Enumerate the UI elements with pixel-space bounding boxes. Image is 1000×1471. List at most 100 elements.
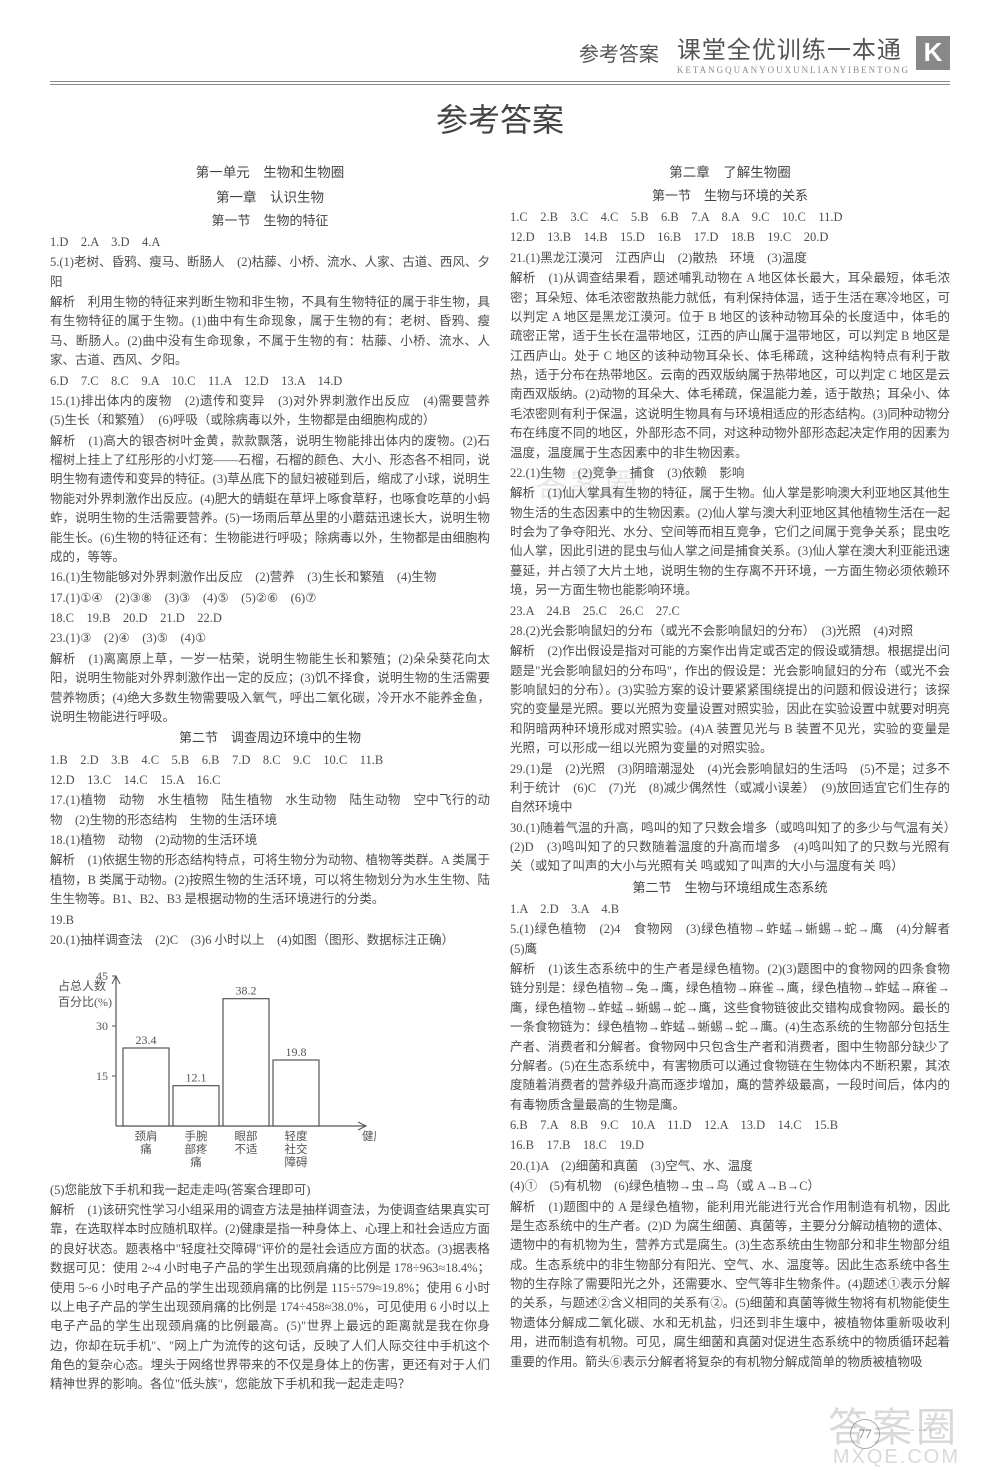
analysis-label: 解析	[510, 486, 535, 500]
svg-text:不适: 不适	[235, 1143, 258, 1156]
analysis-block: 解析 (1)题图中的 A 是绿色植物，能利用光能进行光合作用制造有机物，因此是生…	[510, 1198, 950, 1372]
answer-line: 1.B 2.D 3.B 4.C 5.B 6.B 7.D 8.C 9.C 10.C…	[50, 751, 490, 770]
svg-text:15: 15	[96, 1069, 108, 1083]
answer-line: 12.D 13.C 14.C 15.A 16.C	[50, 771, 490, 790]
svg-text:38.2: 38.2	[236, 984, 257, 998]
analysis-block: 解析 (1)该研究性学习小组采用的调查方法是抽样调查法，为使调查结果真实可靠，在…	[50, 1201, 490, 1395]
answer-line: 20.(1)A (2)细菌和真菌 (3)空气、水、温度	[510, 1157, 950, 1176]
answer-line: 20.(1)抽样调查法 (2)C (3)6 小时以上 (4)如图（图形、数据标注…	[50, 931, 490, 950]
analysis-label: 解析	[510, 962, 536, 976]
analysis-text: (1)仙人掌具有生物的特征，属于生物。仙人掌是影响澳大利亚地区其他生物生活的生态…	[510, 486, 950, 597]
svg-text:19.8: 19.8	[286, 1045, 307, 1059]
analysis-block: 解析 (1)仙人掌具有生物的特征，属于生物。仙人掌是影响澳大利亚地区其他生物生活…	[510, 484, 950, 600]
analysis-block: 解析 (1)离离原上草，一岁一枯荣，说明生物能生长和繁殖；(2)朵朵葵花向太阳，…	[50, 650, 490, 728]
page-number-dots: ┈┈┈	[908, 1424, 940, 1437]
main-title: 参考答案	[50, 95, 950, 141]
analysis-label: 解析	[50, 295, 75, 309]
svg-text:障碍: 障碍	[285, 1155, 308, 1168]
analysis-text: (1)依据生物的形态结构特点，可将生物分为动物、植物等类群。A 类属于植物，B …	[50, 853, 490, 906]
answer-line: 1.D 2.A 3.D 4.A	[50, 233, 490, 252]
analysis-text: (1)从调查结果看，题述哺乳动物在 A 地区体长最大，耳朵最短，体毛浓密；耳朵短…	[510, 271, 950, 459]
analysis-text: (1)题图中的 A 是绿色植物，能利用光能进行光合作用制造有机物，因此是生态系统…	[510, 1200, 950, 1369]
answer-line: 29.(1)是 (2)光照 (3)阴暗潮湿处 (4)光会影响鼠妇的生活吗 (5)…	[510, 760, 950, 818]
svg-text:手腕: 手腕	[185, 1129, 208, 1143]
analysis-block: 解析 利用生物的特征来判断生物和非生物，不具有生物特征的属于非生物，具有生物特征…	[50, 293, 490, 371]
analysis-text: (2)作出假设是指对可能的方案作出肯定或否定的假设或猜想。根据提出问题是"光会影…	[510, 644, 950, 755]
answer-line: (4)① (5)有机物 (6)绿色植物→虫→鸟（或 A→B→C）	[510, 1177, 950, 1196]
svg-text:23.4: 23.4	[136, 1033, 157, 1047]
answer-line: 18.C 19.B 20.D 21.D 22.D	[50, 609, 490, 628]
answer-line: 23.A 24.B 25.C 26.C 27.C	[510, 602, 950, 621]
analysis-text: 利用生物的特征来判断生物和非生物，不具有生物特征的属于非生物，具有生物特征的属于…	[50, 295, 490, 367]
section2-1-title: 第一节 生物与环境的关系	[510, 186, 950, 206]
analysis-label: 解析	[50, 434, 76, 448]
analysis-block: 解析 (1)该生态系统中的生产者是绿色植物。(2)(3)题图中的食物网的四条食物…	[510, 960, 950, 1115]
section2-title: 第二节 调查周边环境中的生物	[50, 728, 490, 748]
answer-line: 6.B 7.A 8.B 9.C 10.A 11.D 12.A 13.D 14.C…	[510, 1116, 950, 1135]
answer-line: 1.C 2.B 3.C 4.C 5.B 6.B 7.A 8.A 9.C 10.C…	[510, 208, 950, 227]
answer-line: 17.(1)植物 动物 水生植物 陆生植物 水生动物 陆生动物 空中飞行的动物 …	[50, 791, 490, 830]
svg-text:颈肩: 颈肩	[135, 1129, 158, 1143]
analysis-label: 解析	[50, 1203, 75, 1217]
bar-chart: 占总人数百分比(%)15304523.4颈肩痛12.1手腕部疼痛38.2眼部不适…	[56, 958, 490, 1174]
analysis-block: 解析 (2)作出假设是指对可能的方案作出肯定或否定的假设或猜想。根据提出问题是"…	[510, 642, 950, 758]
content-columns: 第一单元 生物和生物圈 第一章 认识生物 第一节 生物的特征 1.D 2.A 3…	[50, 159, 950, 1396]
analysis-block: 解析 (1)高大的银杏树叶金黄，款款飘落，说明生物能排出体内的废物。(2)石榴树…	[50, 432, 490, 568]
analysis-text: (1)该生态系统中的生产者是绿色植物。(2)(3)题图中的食物网的四条食物链分别…	[510, 962, 950, 1112]
chapter2-title: 第二章 了解生物圈	[510, 163, 950, 184]
answer-line: (5)您能放下手机和我一起走走吗(答案合理即可)	[50, 1181, 490, 1200]
answer-line: 1.A 2.D 3.A 4.B	[510, 900, 950, 919]
unit1-title: 第一单元 生物和生物圈	[50, 163, 490, 184]
analysis-label: 解析	[50, 652, 76, 666]
analysis-block: 解析 (1)依据生物的形态结构特点，可将生物分为动物、植物等类群。A 类属于植物…	[50, 851, 490, 909]
svg-text:社交: 社交	[285, 1142, 308, 1156]
watermark: 答案圈	[828, 1395, 960, 1453]
brand-badge: K	[916, 36, 950, 70]
analysis-block: 解析 (1)从调查结果看，题述哺乳动物在 A 地区体长最大，耳朵最短，体毛浓密；…	[510, 269, 950, 463]
header-brand-block: 课堂全优训练一本通 KETANGQUANYOUXUNLIANYIBENTONG …	[677, 30, 950, 75]
svg-text:45: 45	[96, 969, 108, 983]
answer-line: 28.(2)光会影响鼠妇的分布（或光不会影响鼠妇的分布） (3)光照 (4)对照	[510, 622, 950, 641]
header-small-title: 参考答案	[579, 38, 659, 67]
answer-line: 5.(1)绿色植物 (2)4 食物网 (3)绿色植物→蚱蜢→蜥蜴→蛇→鹰 (4)…	[510, 920, 950, 959]
section1-title: 第一节 生物的特征	[50, 211, 490, 231]
svg-text:痛: 痛	[190, 1155, 202, 1168]
svg-text:痛: 痛	[140, 1142, 152, 1156]
analysis-text: (1)高大的银杏树叶金黄，款款飘落，说明生物能排出体内的废物。(2)石榴树上挂上…	[50, 434, 490, 564]
svg-text:轻度: 轻度	[285, 1129, 308, 1143]
answer-line: 18.(1)植物 动物 (2)动物的生活环境	[50, 831, 490, 850]
page-number: 77	[850, 1419, 880, 1449]
answer-line: 6.D 7.C 8.C 9.A 10.C 11.A 12.D 13.A 14.D	[50, 372, 490, 391]
brand-title: 课堂全优训练一本通	[677, 30, 910, 65]
analysis-label: 解析	[510, 1200, 536, 1214]
svg-text:眼部: 眼部	[235, 1129, 258, 1143]
page-header: 参考答案 课堂全优训练一本通 KETANGQUANYOUXUNLIANYIBEN…	[50, 30, 950, 85]
answer-line: 16.B 17.B 18.C 19.D	[510, 1136, 950, 1155]
answer-line: 19.B	[50, 911, 490, 930]
analysis-text: (1)离离原上草，一岁一枯荣，说明生物能生长和繁殖；(2)朵朵葵花向太阳，说明生…	[50, 652, 490, 724]
svg-text:部疼: 部疼	[185, 1142, 208, 1156]
answer-line: 15.(1)排出体内的废物 (2)遗传和变异 (3)对外界刺激作出反应 (4)需…	[50, 392, 490, 431]
analysis-label: 解析	[510, 644, 535, 658]
left-column: 第一单元 生物和生物圈 第一章 认识生物 第一节 生物的特征 1.D 2.A 3…	[50, 159, 490, 1396]
svg-text:健康危害情况: 健康危害情况	[362, 1129, 376, 1143]
chart-svg: 占总人数百分比(%)15304523.4颈肩痛12.1手腕部疼痛38.2眼部不适…	[56, 958, 376, 1168]
svg-text:百分比(%): 百分比(%)	[58, 995, 112, 1009]
answer-line: 12.D 13.B 14.B 15.D 16.B 17.D 18.B 19.C …	[510, 228, 950, 247]
analysis-text: (1)该研究性学习小组采用的调查方法是抽样调查法，为使调查结果真实可靠，在选取样…	[50, 1203, 490, 1391]
svg-text:12.1: 12.1	[186, 1071, 207, 1085]
svg-text:30: 30	[96, 1019, 108, 1033]
analysis-label: 解析	[510, 271, 536, 285]
answer-line: 17.(1)①④ (2)③⑧ (3)③ (4)⑤ (5)②⑥ (6)⑦	[50, 589, 490, 608]
right-column: 第二章 了解生物圈 第一节 生物与环境的关系 1.C 2.B 3.C 4.C 5…	[510, 159, 950, 1396]
answer-line: 22.(1)生物 (2)竞争 捕食 (3)依赖 影响	[510, 464, 950, 483]
answer-line: 5.(1)老树、昏鸦、瘦马、断肠人 (2)枯藤、小桥、流水、人家、古道、西风、夕…	[50, 253, 490, 292]
section2-2-title: 第二节 生物与环境组成生态系统	[510, 878, 950, 898]
page: 参考答案 课堂全优训练一本通 KETANGQUANYOUXUNLIANYIBEN…	[0, 0, 1000, 1471]
answer-line: 23.(1)③ (2)④ (3)⑤ (4)①	[50, 629, 490, 648]
brand-pinyin: KETANGQUANYOUXUNLIANYIBENTONG	[677, 65, 910, 75]
answer-line: 30.(1)随着气温的升高，鸣叫的知了只数会增多（或鸣叫知了的多少与气温有关） …	[510, 819, 950, 877]
answer-line: 21.(1)黑龙江漠河 江西庐山 (2)散热 环境 (3)温度	[510, 249, 950, 268]
chapter1-title: 第一章 认识生物	[50, 188, 490, 209]
answer-line: 16.(1)生物能够对外界刺激作出反应 (2)营养 (3)生长和繁殖 (4)生物	[50, 568, 490, 587]
